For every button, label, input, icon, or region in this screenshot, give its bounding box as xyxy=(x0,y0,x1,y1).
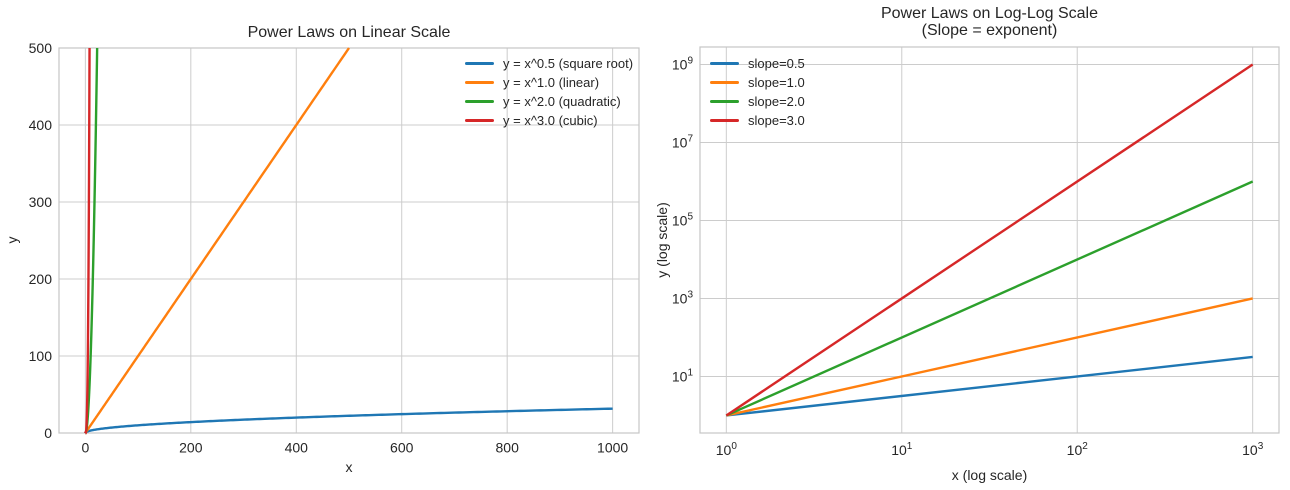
legend-item: y = x^2.0 (quadratic) xyxy=(465,92,633,111)
legend: y = x^0.5 (square root) y = x^1.0 (linear… xyxy=(465,54,633,130)
linear-scale-chart: 0 200 400 600 800 1000 0 100 200 300 400 500 Power … xyxy=(4,24,640,475)
chart-title: Power Laws on Linear Scale xyxy=(247,24,451,41)
y-axis-label: y xyxy=(4,236,20,244)
chart-title-line1: Power Laws on Log-Log Scale xyxy=(880,5,1099,22)
legend-label: y = x^1.0 (linear) xyxy=(503,75,600,90)
axes-spines xyxy=(699,46,1280,434)
series-line-0 xyxy=(84,407,613,434)
y-tick-label: 200 xyxy=(29,271,53,287)
x-axis-label: x xyxy=(345,459,353,475)
legend-label: y = x^3.0 (cubic) xyxy=(503,113,598,128)
legend-item: y = x^1.0 (linear) xyxy=(465,73,633,92)
legend-line-swatch xyxy=(465,62,494,65)
legend-line-swatch xyxy=(710,62,739,65)
x-tick-label: 200 xyxy=(179,440,203,456)
x-tick-label: 400 xyxy=(285,440,309,456)
legend-line-swatch xyxy=(465,119,494,122)
legend-item: slope=3.0 xyxy=(710,111,805,130)
tick-label: 100 xyxy=(716,441,738,458)
legend-line-swatch xyxy=(465,81,494,84)
tick-label: 103 xyxy=(672,289,694,306)
legend-item: slope=0.5 xyxy=(710,54,805,73)
y-axis-label: y (log scale) xyxy=(654,202,670,278)
legend-label: slope=0.5 xyxy=(748,56,805,71)
tick-label: 103 xyxy=(1242,441,1264,458)
chart-title: Power Laws on Log-Log Scale (Slope = exp… xyxy=(700,5,1279,39)
series-line-2 xyxy=(725,180,1254,417)
legend-label: slope=3.0 xyxy=(748,113,805,128)
tick-label: 107 xyxy=(672,134,694,151)
series-line-3 xyxy=(725,63,1254,417)
legend-item: slope=1.0 xyxy=(710,73,805,92)
legend-item: y = x^3.0 (cubic) xyxy=(465,111,633,130)
legend-label: y = x^2.0 (quadratic) xyxy=(503,94,621,109)
legend-line-swatch xyxy=(465,100,494,103)
legend-label: y = x^0.5 (square root) xyxy=(503,56,634,71)
legend-item: slope=2.0 xyxy=(710,92,805,111)
series-line-1 xyxy=(84,47,350,434)
x-tick-label: 1000 xyxy=(597,440,628,456)
series-line-0 xyxy=(726,355,1253,417)
loglog-chart-plot: 100 101 102 103 101 103 105 107 109 xyxy=(672,46,1280,458)
legend-line-swatch xyxy=(710,100,739,103)
y-tick-label: 300 xyxy=(29,194,53,210)
y-tick-label: 0 xyxy=(44,425,52,441)
x-tick-label: 0 xyxy=(81,440,89,456)
tick-label: 102 xyxy=(1067,441,1089,458)
legend-label: slope=2.0 xyxy=(748,94,805,109)
series-line-1 xyxy=(726,297,1253,417)
legend-label: slope=1.0 xyxy=(748,75,805,90)
legend-item: y = x^0.5 (square root) xyxy=(465,54,633,73)
tick-label: 101 xyxy=(672,367,694,384)
tick-label: 109 xyxy=(672,56,694,73)
x-tick-label: 600 xyxy=(390,440,414,456)
chart-title-line2: (Slope = exponent) xyxy=(921,22,1058,39)
linear-chart-plot: 0 200 400 600 800 1000 0 100 200 300 400 500 xyxy=(29,40,640,456)
tick-label: 105 xyxy=(672,212,694,229)
legend: slope=0.5 slope=1.0 slope=2.0 slope=3.0 xyxy=(710,54,805,130)
x-axis-label: x (log scale) xyxy=(951,467,1028,483)
tick-label: 101 xyxy=(891,441,913,458)
loglog-scale-chart: 100 101 102 103 101 103 105 107 109 Power Laws o… xyxy=(645,0,1290,490)
series-line-3 xyxy=(84,47,91,435)
legend-line-swatch xyxy=(710,119,739,122)
legend-line-swatch xyxy=(710,81,739,84)
x-tick-label: 800 xyxy=(496,440,520,456)
y-tick-label: 400 xyxy=(29,117,53,133)
y-tick-label: 100 xyxy=(29,348,53,364)
y-tick-label: 500 xyxy=(29,40,53,56)
